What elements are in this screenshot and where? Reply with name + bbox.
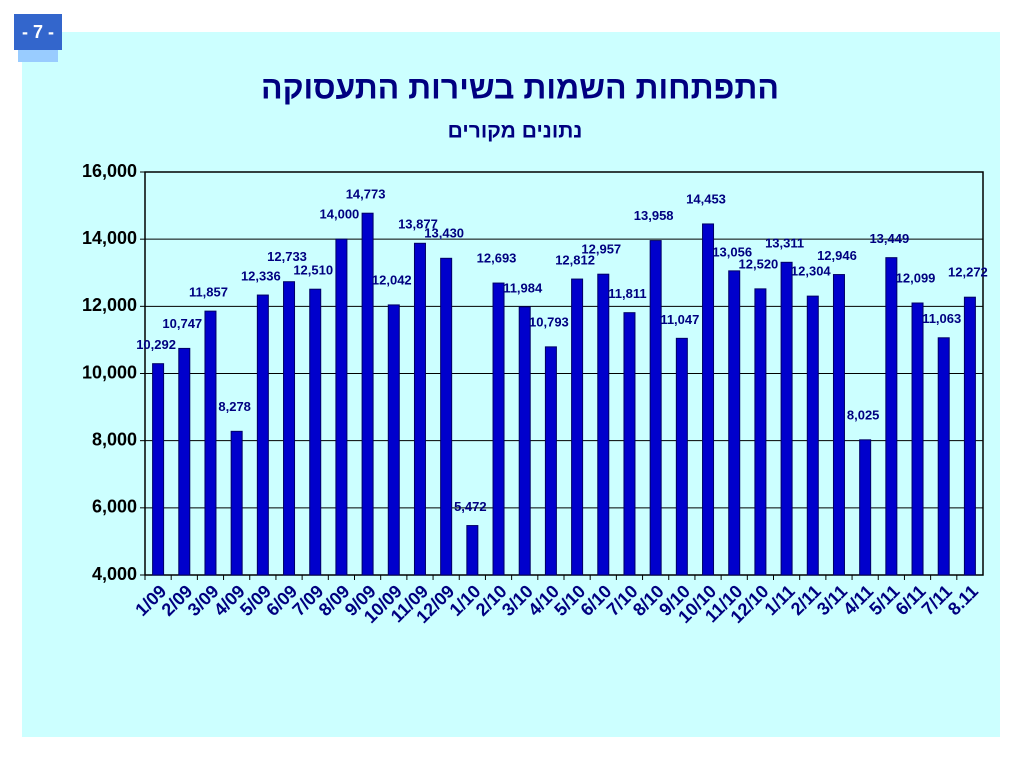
bar bbox=[597, 273, 610, 576]
bar bbox=[571, 278, 584, 576]
bar bbox=[492, 282, 505, 576]
value-label: 14,453 bbox=[686, 191, 726, 206]
y-tick-label: 12,000 bbox=[82, 295, 137, 315]
value-label: 11,984 bbox=[503, 280, 543, 295]
bar bbox=[780, 261, 793, 576]
bar bbox=[256, 294, 269, 576]
value-label: 14,000 bbox=[320, 207, 360, 222]
value-label: 11,063 bbox=[922, 311, 961, 326]
value-label: 12,510 bbox=[293, 263, 333, 278]
bar bbox=[754, 288, 767, 576]
bar bbox=[440, 257, 453, 576]
bar bbox=[518, 306, 531, 576]
bar bbox=[649, 240, 662, 576]
value-label: 13,430 bbox=[424, 226, 464, 241]
value-label: 12,336 bbox=[241, 268, 281, 283]
value-label: 11,047 bbox=[660, 312, 699, 327]
value-label: 11,811 bbox=[608, 286, 646, 301]
bar bbox=[728, 270, 741, 576]
value-label: 12,520 bbox=[739, 256, 779, 271]
value-label: 12,304 bbox=[791, 264, 832, 279]
y-tick-label: 6,000 bbox=[92, 497, 137, 517]
value-label: 10,747 bbox=[162, 316, 202, 331]
bar bbox=[937, 337, 950, 576]
bar bbox=[204, 310, 217, 576]
value-label: 13,056 bbox=[712, 244, 752, 259]
bar bbox=[178, 347, 191, 576]
y-tick-label: 16,000 bbox=[82, 161, 137, 181]
value-label: 12,946 bbox=[817, 248, 857, 263]
value-label: 12,733 bbox=[267, 249, 307, 264]
y-tick-label: 14,000 bbox=[82, 228, 137, 248]
value-label: 12,957 bbox=[581, 242, 621, 257]
bar bbox=[335, 238, 348, 576]
value-label: 12,812 bbox=[555, 253, 595, 268]
chart-subtitle: נתונים מקורים bbox=[448, 120, 583, 143]
bar bbox=[911, 302, 924, 576]
y-tick-label: 4,000 bbox=[92, 564, 137, 584]
bar bbox=[387, 304, 400, 576]
bar bbox=[963, 296, 976, 576]
value-label: 10,793 bbox=[529, 314, 569, 329]
chart-title: התפתחות השמות בשירות התעסוקה bbox=[261, 69, 779, 105]
bar bbox=[806, 295, 819, 576]
bar bbox=[859, 439, 872, 576]
value-label: 13,958 bbox=[634, 208, 674, 223]
value-label: 13,311 bbox=[765, 236, 804, 251]
bar bbox=[885, 257, 898, 576]
bar bbox=[675, 337, 688, 576]
bar bbox=[152, 363, 165, 576]
value-label: 12,693 bbox=[477, 250, 517, 265]
bar bbox=[544, 346, 557, 576]
value-label: 8,025 bbox=[847, 407, 880, 422]
value-label: 12,099 bbox=[896, 270, 936, 285]
value-label: 13,877 bbox=[398, 217, 438, 232]
bar bbox=[309, 288, 322, 576]
bar bbox=[623, 312, 636, 576]
bar bbox=[702, 223, 715, 576]
value-label: 13,449 bbox=[869, 231, 909, 246]
bar bbox=[466, 525, 479, 576]
bar bbox=[413, 242, 426, 576]
value-label: 12,272 bbox=[948, 265, 988, 280]
y-tick-label: 8,000 bbox=[92, 429, 137, 449]
value-label: 10,292 bbox=[136, 337, 176, 352]
value-label: 12,042 bbox=[372, 272, 412, 287]
bar bbox=[832, 274, 845, 576]
value-label: 5,472 bbox=[454, 499, 487, 514]
y-tick-label: 10,000 bbox=[82, 362, 137, 382]
bar bbox=[230, 430, 243, 576]
bar bbox=[361, 212, 374, 576]
value-label: 14,773 bbox=[346, 187, 386, 202]
value-label: 8,278 bbox=[218, 399, 251, 414]
bar bbox=[283, 281, 296, 576]
value-label: 11,857 bbox=[189, 285, 228, 300]
page-box bbox=[14, 14, 62, 50]
page-number: - 7 - bbox=[22, 22, 54, 42]
